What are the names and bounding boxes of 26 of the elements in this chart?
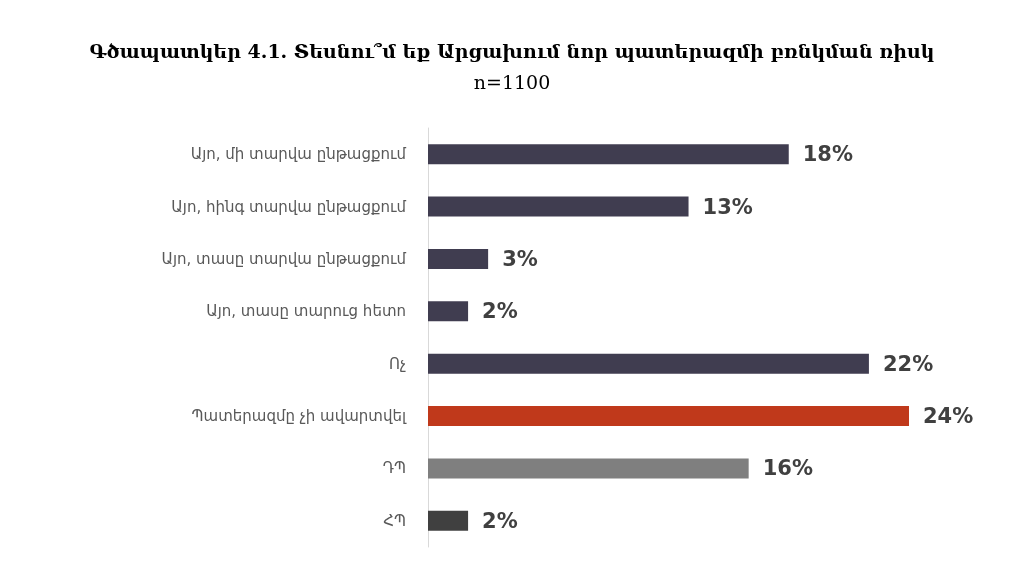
data-label: 22% [882,351,934,376]
y-tick-label: Պատերազմը չի ավարտվել [191,407,407,426]
bar [428,353,869,374]
y-tick-label: Ոչ [388,354,406,373]
data-label: 18% [802,142,854,167]
bar [428,196,689,217]
data-label: 2% [482,299,518,324]
bar [428,510,469,531]
chart-subtitle: n=1100 [473,70,551,93]
y-tick-label: Այո, մի տարվա ընթացքում [190,145,407,164]
data-label: 16% [762,456,813,481]
y-tick-label: Այո, տասը տարուց հետո [206,302,406,321]
bar [428,248,489,269]
bar [428,458,749,479]
data-label: 13% [702,194,753,219]
bar [428,406,909,427]
y-tick-label: ՀՊ [383,511,406,530]
bar [428,144,789,165]
data-label: 3% [502,246,538,271]
y-tick-label: Այո, հինգ տարվա ընթացքում [171,197,407,216]
bar [428,301,469,322]
chart-title: Գծապատկեր 4.1. Տեսնու՞մ եք Արցախում նոր պատերազմի բռնկման ռիսկ [89,39,935,62]
y-tick-label: ԴՊ [382,459,406,478]
data-label: 24% [923,404,974,429]
y-tick-label: Այո, տասը տարվա ընթացքում [161,249,407,268]
data-label: 2% [482,508,518,533]
